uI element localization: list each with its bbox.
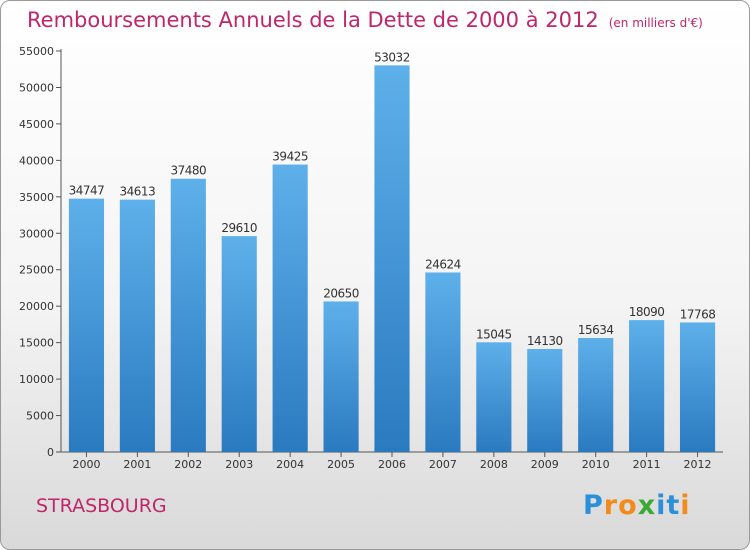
unit-note: (en milliers d'€) (608, 16, 703, 30)
x-tick-label: 2006 (378, 458, 406, 471)
bar-value-label: 37480 (170, 164, 206, 178)
x-tick-label: 2001 (123, 458, 151, 471)
bar-value-label: 39425 (272, 150, 308, 164)
bar (527, 348, 563, 452)
logo-letter: i (680, 490, 691, 521)
bar (679, 322, 716, 452)
x-tick-label: 2000 (72, 458, 100, 471)
y-tick-label: 30000 (19, 227, 54, 240)
x-tick-label: 2010 (582, 458, 610, 471)
chart-title: Remboursements Annuels de la Dette de 20… (27, 8, 703, 32)
bar-value-label: 34747 (69, 184, 105, 198)
x-tick-label: 2009 (531, 458, 559, 471)
bar-value-label: 17768 (680, 307, 716, 321)
x-tick-label: 2002 (174, 458, 202, 471)
y-tick-label: 50000 (19, 81, 54, 94)
x-tick-label: 2005 (327, 458, 355, 471)
bar (374, 65, 410, 452)
logo-letter: o (618, 490, 638, 521)
x-tick-label: 2004 (276, 458, 304, 471)
y-tick-label: 5000 (26, 410, 54, 423)
bar (476, 342, 512, 452)
bar (170, 178, 206, 452)
bar-value-label: 34613 (120, 185, 156, 199)
bar (578, 338, 614, 452)
bar (68, 198, 105, 452)
x-tick-label: 2012 (684, 458, 712, 471)
x-tick-label: 2011 (633, 458, 661, 471)
chart-title-text: Remboursements Annuels de la Dette de 20… (27, 8, 599, 32)
x-tick-label: 2008 (480, 458, 508, 471)
y-tick-label: 15000 (19, 337, 54, 350)
y-tick-label: 55000 (19, 45, 54, 58)
x-tick-label: 2007 (429, 458, 457, 471)
y-tick-label: 20000 (19, 300, 54, 313)
bar (323, 301, 359, 452)
city-name: STRASBOURG (36, 495, 167, 517)
bar-value-label: 14130 (527, 334, 563, 348)
logo-letter: t (666, 490, 681, 521)
x-tick-label: 2003 (225, 458, 253, 471)
y-tick-label: 45000 (19, 118, 54, 131)
bar (119, 199, 155, 452)
bar-chart: 0 5000 10000 15000 20000 25000 30000 35000 40000… (19, 45, 723, 471)
logo-letter: r (603, 490, 619, 521)
logo-letter: i (656, 490, 667, 521)
proxiti-logo[interactable]: Proxiti (583, 490, 691, 521)
bar-value-label: 20650 (323, 286, 359, 300)
y-tick-label: 35000 (19, 191, 54, 204)
y-tick-label: 40000 (19, 154, 54, 167)
bar (221, 236, 257, 452)
bar-value-label: 15045 (476, 327, 512, 341)
bar-value-label: 15634 (578, 323, 614, 337)
bar (629, 320, 665, 452)
bar-value-label: 29610 (221, 221, 257, 235)
y-tick-label: 0 (47, 446, 54, 459)
bar (425, 272, 461, 452)
y-tick-label: 25000 (19, 264, 54, 277)
bar-value-label: 24624 (425, 257, 461, 271)
bar (272, 164, 308, 452)
bar-value-label: 18090 (629, 305, 665, 319)
bar-value-label: 53032 (374, 50, 410, 64)
y-tick-label: 10000 (19, 373, 54, 386)
logo-letter: x (637, 490, 657, 521)
logo-letter: P (583, 490, 604, 521)
